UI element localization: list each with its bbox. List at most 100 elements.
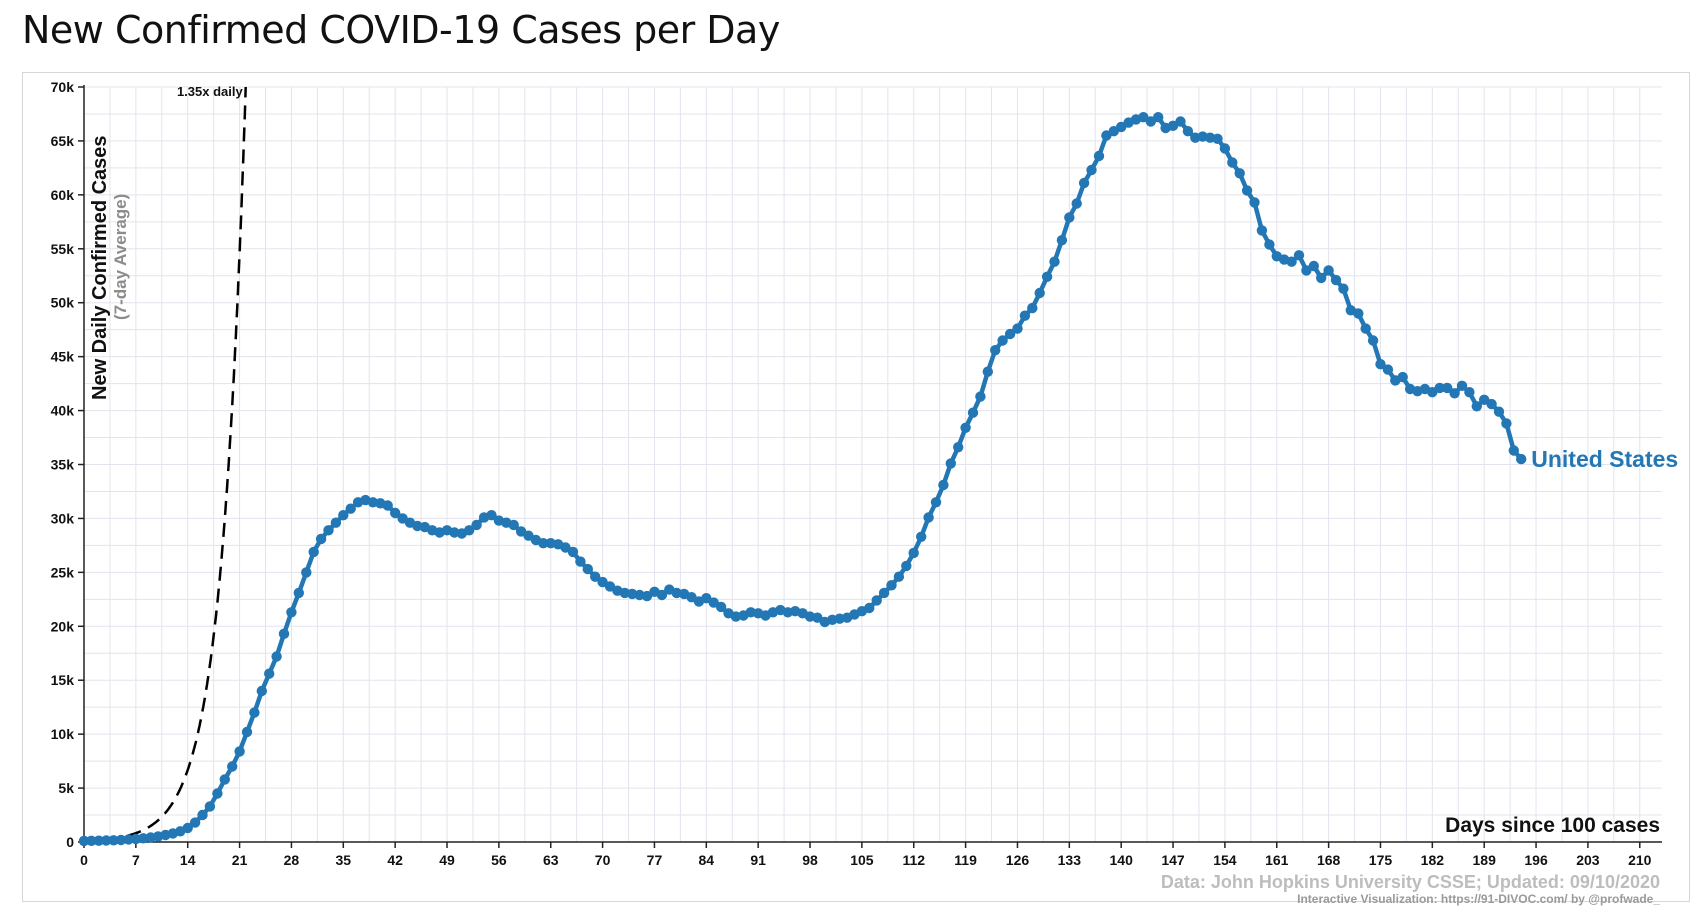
data-point <box>227 761 238 772</box>
visualization-credit: Interactive Visualization: https://91-DI… <box>1297 892 1660 906</box>
data-point <box>330 517 342 528</box>
x-tick-label: 119 <box>954 852 977 868</box>
data-point <box>508 519 519 531</box>
data-point <box>1241 185 1253 196</box>
chart-axes <box>83 85 1662 843</box>
data-point <box>1175 116 1186 127</box>
x-tick-label: 98 <box>802 852 818 868</box>
data-point <box>1456 380 1468 391</box>
data-point <box>86 835 97 846</box>
data-point <box>1434 382 1445 394</box>
data-point <box>382 500 393 511</box>
x-tick-label: 70 <box>595 852 611 868</box>
y-tick-label: 40k <box>51 403 75 419</box>
data-point <box>1449 388 1460 399</box>
data-point <box>338 510 349 521</box>
data-point <box>123 834 134 845</box>
data-point <box>560 542 571 553</box>
data-point <box>1064 212 1075 223</box>
data-point <box>945 458 956 469</box>
x-tick-label: 56 <box>491 852 507 868</box>
data-point <box>1078 177 1090 189</box>
data-point <box>901 560 912 572</box>
chart-frame <box>22 72 1690 902</box>
data-point <box>982 366 993 377</box>
data-point <box>1019 310 1031 321</box>
data-point <box>278 628 290 639</box>
data-point <box>1293 250 1305 261</box>
data-point <box>1330 274 1342 286</box>
data-point <box>315 533 327 545</box>
data-point <box>1227 157 1238 168</box>
data-point <box>930 497 942 508</box>
y-tick-label: 0 <box>66 834 74 850</box>
data-point <box>1464 387 1475 398</box>
x-tick-label: 42 <box>387 852 403 868</box>
data-point <box>953 442 964 453</box>
data-point <box>893 571 905 582</box>
y-tick-label: 35k <box>51 457 75 473</box>
y-tick-label: 50k <box>51 295 75 311</box>
data-point <box>1338 283 1349 294</box>
data-point <box>1367 335 1379 346</box>
data-point <box>1360 323 1371 334</box>
data-point <box>101 835 112 846</box>
data-point <box>345 503 356 514</box>
y-axis-label: New Daily Confirmed Cases <box>89 135 111 400</box>
data-point <box>1323 265 1334 276</box>
data-point <box>1382 364 1394 375</box>
x-axis-ticks: 0 7 14 21 28 35 42 49 56 63 70 77 84 91 98 105 112 119 126… <box>80 842 1652 868</box>
data-point <box>1353 308 1364 319</box>
data-point <box>923 512 934 523</box>
data-point <box>575 556 586 567</box>
page-title: New Confirmed COVID-19 Cases per Day <box>22 8 780 52</box>
data-point <box>871 595 882 606</box>
x-tick-label: 105 <box>850 852 874 868</box>
x-tick-label: 189 <box>1473 852 1497 868</box>
data-point <box>1004 328 1016 340</box>
data-point <box>886 580 897 591</box>
y-tick-label: 10k <box>51 726 75 742</box>
x-tick-label: 154 <box>1213 852 1237 868</box>
data-point <box>1041 271 1053 282</box>
x-tick-label: 35 <box>336 852 352 868</box>
data-point <box>108 835 119 846</box>
x-tick-label: 49 <box>439 852 455 868</box>
x-tick-label: 147 <box>1161 852 1185 868</box>
data-point <box>308 546 319 558</box>
y-tick-label: 45k <box>51 349 75 365</box>
y-tick-label: 55k <box>51 241 75 257</box>
data-point <box>464 525 475 536</box>
data-point <box>219 774 230 785</box>
data-point <box>1249 197 1260 208</box>
y-axis-ticks: 0 5k 10k 15k 20k 25k 30k 35k 40k 45k 50k 55k 60k 65k 7… <box>51 79 84 850</box>
series-label: United States <box>1531 446 1678 472</box>
data-point <box>486 510 497 521</box>
data-point <box>582 563 593 575</box>
x-tick-label: 7 <box>132 852 140 868</box>
data-point <box>249 707 260 718</box>
data-point <box>590 571 601 582</box>
data-point <box>1056 235 1068 246</box>
data-point <box>656 589 668 601</box>
y-tick-label: 5k <box>58 780 74 796</box>
data-point <box>878 587 890 599</box>
x-tick-label: 77 <box>647 852 663 868</box>
data-point <box>1264 239 1275 250</box>
data-point <box>1486 398 1497 410</box>
data-point <box>1501 418 1512 429</box>
data-point <box>908 547 919 559</box>
data-point <box>916 531 927 542</box>
data-point <box>293 587 304 599</box>
x-tick-label: 196 <box>1524 852 1548 868</box>
data-point <box>715 601 727 613</box>
data-point <box>1234 168 1245 179</box>
data-point <box>471 519 482 531</box>
series-line <box>81 114 1524 844</box>
data-point <box>189 817 201 828</box>
data-point <box>967 407 979 418</box>
data-point <box>301 567 312 578</box>
data-point <box>538 538 549 549</box>
x-tick-label: 182 <box>1421 852 1445 868</box>
